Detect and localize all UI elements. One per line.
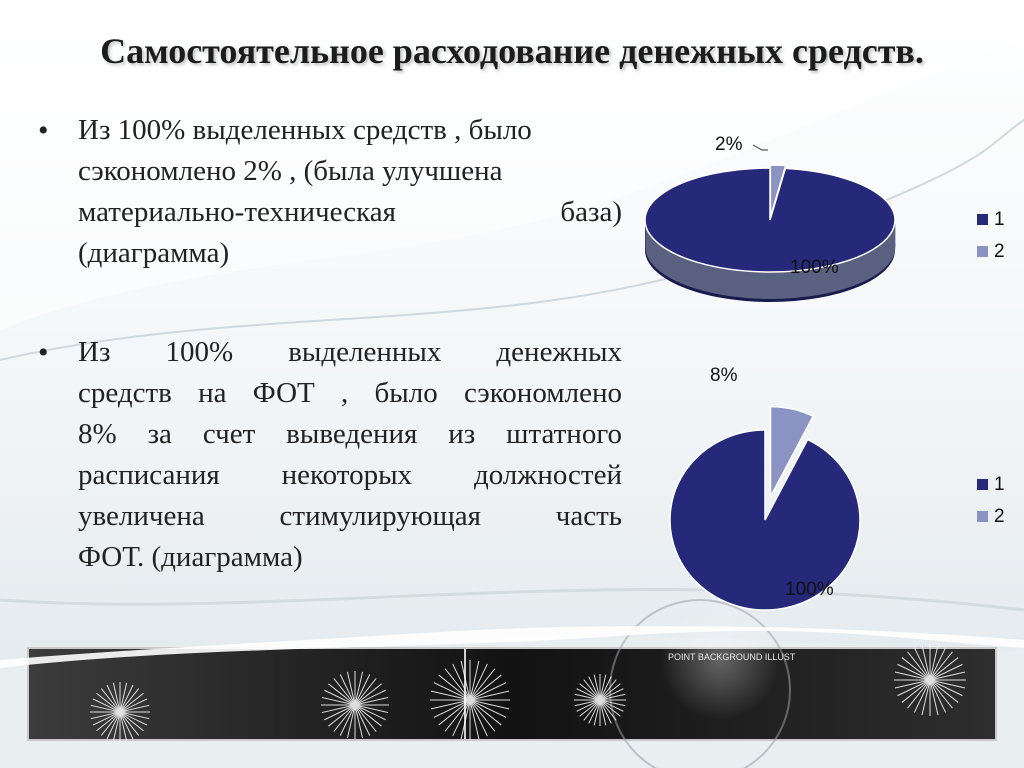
legend-swatch: [977, 511, 988, 522]
bullet-1-line: (диаграмма): [78, 237, 230, 269]
leader-line: [752, 144, 768, 151]
data-label-1: 100%: [790, 257, 839, 278]
bullet-2-line: Из 100% выделенных денежных: [78, 336, 622, 368]
pie-chart-materials: 100% 2% 1 2: [644, 134, 1005, 302]
legend-swatch: [977, 246, 988, 257]
data-label-2: 8%: [710, 365, 738, 386]
bullet-1-line: материально-техническая база): [78, 196, 622, 228]
bullet-2-line: ФОТ. (диаграмма): [78, 541, 303, 573]
bullet-2-line: средств на ФОТ , было сэкономлено: [78, 377, 622, 409]
bullet-1-line: Из 100% выделенных средств , было: [78, 114, 532, 146]
legend-swatch: [977, 479, 988, 490]
data-label-1: 100%: [785, 579, 834, 600]
bullet-2-line: 8% за счет выведения из штатного: [78, 418, 622, 450]
legend-label: 2: [994, 506, 1005, 527]
bullet-marker-1: •: [38, 114, 49, 147]
legend-swatch: [977, 214, 988, 225]
bullet-2-line: увеличена стимулирующая часть: [78, 500, 622, 532]
svg-text:POINT BACKGROUND ILLUST: POINT BACKGROUND ILLUST: [668, 652, 796, 662]
banner-strip: [28, 648, 996, 740]
legend-label: 1: [994, 209, 1005, 230]
bullet-text-2: Из 100% выделенных денежных средств на Ф…: [78, 332, 622, 578]
bullet-2-line: расписания некоторых должностей: [78, 459, 622, 491]
bullet-1-line: сэкономлено 2% , (была улучшена: [78, 155, 503, 187]
bullet-text-1: Из 100% выделенных средств , было сэконо…: [78, 110, 622, 274]
data-label-2: 2%: [715, 134, 743, 155]
legend-label: 2: [994, 241, 1005, 262]
pie-slice-1: [669, 429, 861, 611]
pie-chart-payroll: 100% 8% 1 2: [669, 365, 1005, 611]
bullet-marker-2: •: [38, 336, 49, 369]
slide-title: Самостоятельное расходование денежных ср…: [100, 31, 924, 71]
pie-slice-2: [769, 164, 787, 218]
pie-slice-1: [644, 167, 896, 273]
pie-slice-2: [769, 405, 815, 497]
legend-label: 1: [994, 474, 1005, 495]
